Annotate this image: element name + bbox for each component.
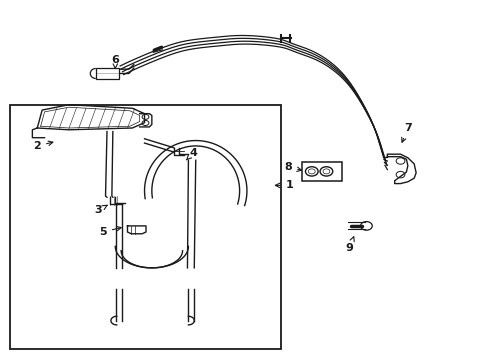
Text: 3: 3 [94,205,107,216]
Text: 8: 8 [284,162,301,172]
Text: 5: 5 [99,226,121,237]
Text: 4: 4 [186,148,197,160]
Text: 7: 7 [401,123,411,142]
Bar [96,68,119,78]
Text: 2: 2 [33,141,53,151]
Text: 1: 1 [275,180,293,190]
Bar [302,162,341,181]
Bar [10,105,281,348]
Text: 6: 6 [111,55,119,68]
Text: 9: 9 [345,237,353,253]
